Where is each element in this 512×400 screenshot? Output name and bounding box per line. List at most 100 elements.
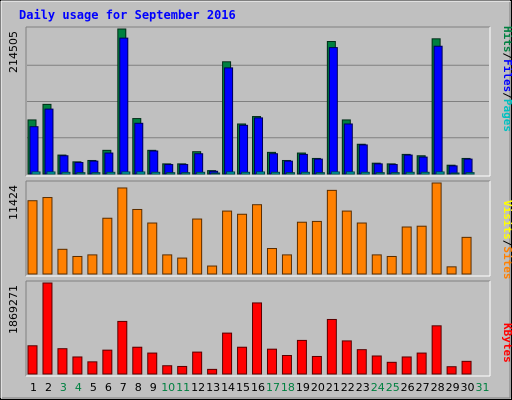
pages-bar-day-17 bbox=[270, 171, 280, 175]
files-bar-day-27 bbox=[418, 156, 428, 175]
x-tick-day-21: 21 bbox=[326, 381, 340, 394]
files-bar-day-3 bbox=[59, 155, 69, 175]
pages-bar-day-27 bbox=[420, 171, 430, 175]
visits-bar-day-22 bbox=[341, 210, 352, 275]
y-max-label: 1869271 bbox=[7, 285, 20, 334]
kbytes-bar-day-10 bbox=[162, 365, 173, 375]
visits-bar-day-19 bbox=[296, 221, 307, 275]
pages-bar-day-21 bbox=[330, 171, 340, 175]
x-tick-day-31: 31 bbox=[476, 381, 490, 394]
visits-bar-day-12 bbox=[192, 218, 203, 275]
x-tick-day-3: 3 bbox=[60, 381, 67, 394]
x-tick-day-12: 12 bbox=[191, 381, 205, 394]
legend-item-pages: Pages bbox=[501, 99, 512, 132]
x-tick-day-5: 5 bbox=[90, 381, 97, 394]
kbytes-bar-day-8 bbox=[132, 346, 143, 375]
kbytes-bar-day-17 bbox=[266, 348, 277, 375]
visits-bar-day-1 bbox=[27, 200, 38, 275]
kbytes-bar-day-21 bbox=[326, 318, 337, 375]
kbytes-bar-day-5 bbox=[87, 361, 98, 375]
files-bar-day-2 bbox=[44, 108, 54, 175]
kbytes-bar-day-20 bbox=[311, 355, 322, 375]
x-tick-day-26: 26 bbox=[401, 381, 415, 394]
legend-text-2: KBytes bbox=[501, 323, 512, 363]
x-tick-day-4: 4 bbox=[75, 381, 82, 394]
x-tick-day-8: 8 bbox=[135, 381, 142, 394]
pages-bar-day-25 bbox=[390, 172, 400, 175]
x-tick-day-11: 11 bbox=[176, 381, 190, 394]
pages-bar-day-11 bbox=[181, 172, 191, 175]
files-bar-day-28 bbox=[433, 45, 443, 175]
pages-bar-day-4 bbox=[76, 172, 86, 175]
kbytes-bar-day-28 bbox=[431, 325, 442, 375]
kbytes-bar-day-7 bbox=[117, 320, 128, 375]
visits-bar-day-3 bbox=[57, 248, 68, 275]
legend-0: Hits/Files/Pages bbox=[501, 26, 512, 132]
x-tick-day-15: 15 bbox=[236, 381, 250, 394]
y-max-label: 11424 bbox=[7, 185, 20, 220]
kbytes-bar-day-1 bbox=[27, 345, 38, 375]
legend-1: Visits/Sites bbox=[501, 200, 512, 280]
y-max-label: 214505 bbox=[7, 31, 20, 73]
kbytes-bar-day-15 bbox=[237, 346, 248, 375]
pages-bar-day-12 bbox=[196, 171, 206, 175]
files-bar-day-30 bbox=[463, 158, 473, 175]
x-tick-day-30: 30 bbox=[461, 381, 475, 394]
pages-bar-day-7 bbox=[121, 171, 131, 175]
files-bar-day-16 bbox=[254, 117, 264, 175]
pages-bar-day-9 bbox=[151, 171, 161, 175]
legend-text-0: Hits/Files/Pages bbox=[501, 26, 512, 132]
kbytes-bar-day-26 bbox=[401, 356, 412, 375]
pages-bar-day-8 bbox=[136, 171, 146, 175]
pages-bar-day-18 bbox=[285, 172, 295, 175]
visits-bar-day-6 bbox=[102, 217, 113, 275]
pages-bar-day-14 bbox=[226, 171, 236, 175]
visits-bar-day-7 bbox=[117, 187, 128, 275]
kbytes-bar-day-9 bbox=[147, 352, 158, 375]
files-bar-day-18 bbox=[283, 160, 293, 175]
files-bar-day-23 bbox=[358, 144, 368, 175]
files-bar-day-6 bbox=[104, 152, 114, 175]
pages-bar-day-15 bbox=[241, 171, 251, 175]
files-bar-day-21 bbox=[328, 47, 338, 175]
files-bar-day-20 bbox=[313, 158, 323, 175]
x-tick-day-27: 27 bbox=[416, 381, 430, 394]
visits-bar-day-25 bbox=[386, 255, 397, 275]
files-bar-day-5 bbox=[89, 160, 99, 175]
x-tick-day-20: 20 bbox=[311, 381, 325, 394]
x-tick-day-24: 24 bbox=[371, 381, 385, 394]
x-tick-day-14: 14 bbox=[221, 381, 235, 394]
visits-bar-day-5 bbox=[87, 254, 98, 275]
legend-item-files: Files bbox=[501, 59, 512, 92]
visits-bar-day-26 bbox=[401, 226, 412, 275]
files-bar-day-26 bbox=[403, 154, 413, 175]
kbytes-bar-day-12 bbox=[192, 351, 203, 375]
x-tick-day-28: 28 bbox=[431, 381, 445, 394]
pages-bar-day-24 bbox=[375, 172, 385, 175]
legend-2: KBytes bbox=[501, 323, 512, 363]
kbytes-bar-day-4 bbox=[72, 356, 83, 375]
x-tick-day-7: 7 bbox=[120, 381, 127, 394]
pages-bar-day-26 bbox=[405, 171, 415, 175]
pages-bar-day-1 bbox=[31, 171, 41, 175]
x-tick-day-9: 9 bbox=[150, 381, 157, 394]
pages-bar-day-5 bbox=[91, 172, 101, 175]
visits-bar-day-21 bbox=[326, 189, 337, 275]
legend-item-visits: Visits bbox=[501, 200, 512, 240]
legend-separator: / bbox=[501, 92, 512, 99]
visits-bar-day-17 bbox=[266, 248, 277, 275]
pages-bar-day-22 bbox=[345, 171, 355, 175]
x-tick-day-23: 23 bbox=[356, 381, 370, 394]
pages-bar-day-19 bbox=[300, 171, 310, 175]
visits-bar-day-29 bbox=[446, 266, 457, 275]
x-tick-day-1: 1 bbox=[30, 381, 37, 394]
x-tick-day-19: 19 bbox=[296, 381, 310, 394]
pages-bar-day-23 bbox=[360, 171, 370, 175]
pages-bar-day-13 bbox=[211, 172, 221, 175]
visits-bar-day-15 bbox=[237, 213, 248, 275]
visits-bar-day-27 bbox=[416, 225, 427, 275]
x-tick-day-29: 29 bbox=[446, 381, 460, 394]
pages-bar-day-16 bbox=[256, 171, 266, 175]
legend-separator: / bbox=[501, 240, 512, 247]
